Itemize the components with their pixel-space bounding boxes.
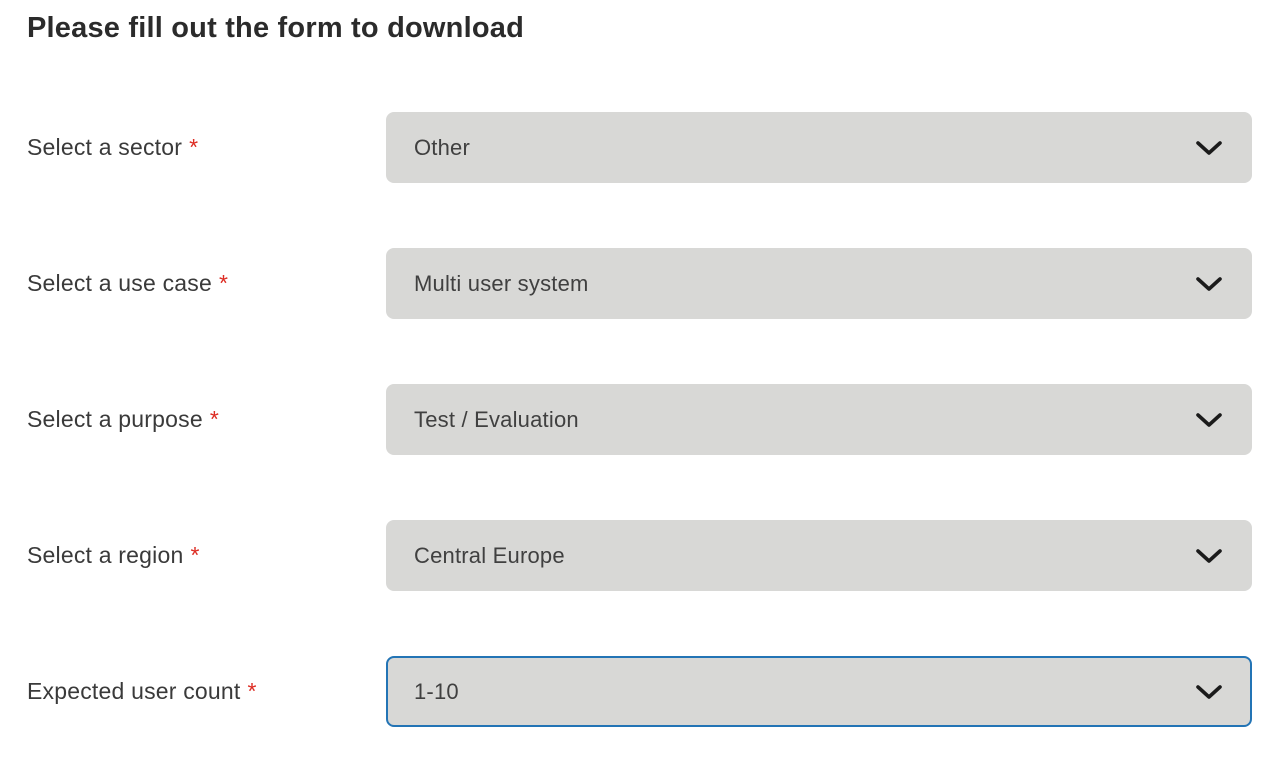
required-asterisk: *: [190, 542, 200, 568]
user-count-label-text: Expected user count: [27, 678, 241, 704]
use-case-label-text: Select a use case: [27, 270, 212, 296]
chevron-down-icon: [1196, 412, 1222, 427]
purpose-label: Select a purpose *: [27, 406, 386, 433]
region-label: Select a region *: [27, 542, 386, 569]
sector-label-text: Select a sector: [27, 134, 183, 160]
download-form: Please fill out the form to download Sel…: [27, 12, 1252, 727]
chevron-down-icon: [1196, 140, 1222, 155]
user-count-select-value: 1-10: [414, 678, 459, 704]
use-case-label: Select a use case *: [27, 270, 386, 297]
chevron-down-icon: [1196, 684, 1222, 699]
required-asterisk: *: [218, 270, 229, 296]
sector-select[interactable]: Other: [386, 112, 1252, 183]
form-rows: Select a sector * Other Select a use case…: [27, 112, 1252, 727]
user-count-select[interactable]: 1-10: [386, 656, 1252, 727]
form-row-region: Select a region * Central Europe: [27, 520, 1252, 591]
required-asterisk: *: [209, 406, 219, 432]
use-case-select-value: Multi user system: [414, 270, 589, 296]
form-row-purpose: Select a purpose * Test / Evaluation: [27, 384, 1252, 455]
purpose-label-text: Select a purpose: [27, 406, 203, 432]
form-row-user-count: Expected user count * 1-10: [27, 656, 1252, 727]
required-asterisk: *: [247, 678, 257, 704]
region-select-value: Central Europe: [414, 542, 565, 568]
chevron-down-icon: [1196, 548, 1222, 563]
sector-select-value: Other: [414, 134, 471, 160]
sector-label: Select a sector *: [27, 134, 386, 161]
page-title: Please fill out the form to download: [27, 12, 524, 44]
region-select[interactable]: Central Europe: [386, 520, 1252, 591]
required-asterisk: *: [189, 134, 199, 160]
user-count-label: Expected user count *: [27, 678, 386, 705]
use-case-select[interactable]: Multi user system: [386, 248, 1252, 319]
form-row-sector: Select a sector * Other: [27, 112, 1252, 183]
chevron-down-icon: [1196, 276, 1222, 291]
region-label-text: Select a region: [27, 542, 184, 568]
purpose-select[interactable]: Test / Evaluation: [386, 384, 1252, 455]
purpose-select-value: Test / Evaluation: [414, 406, 579, 432]
form-row-use-case: Select a use case * Multi user system: [27, 248, 1252, 319]
